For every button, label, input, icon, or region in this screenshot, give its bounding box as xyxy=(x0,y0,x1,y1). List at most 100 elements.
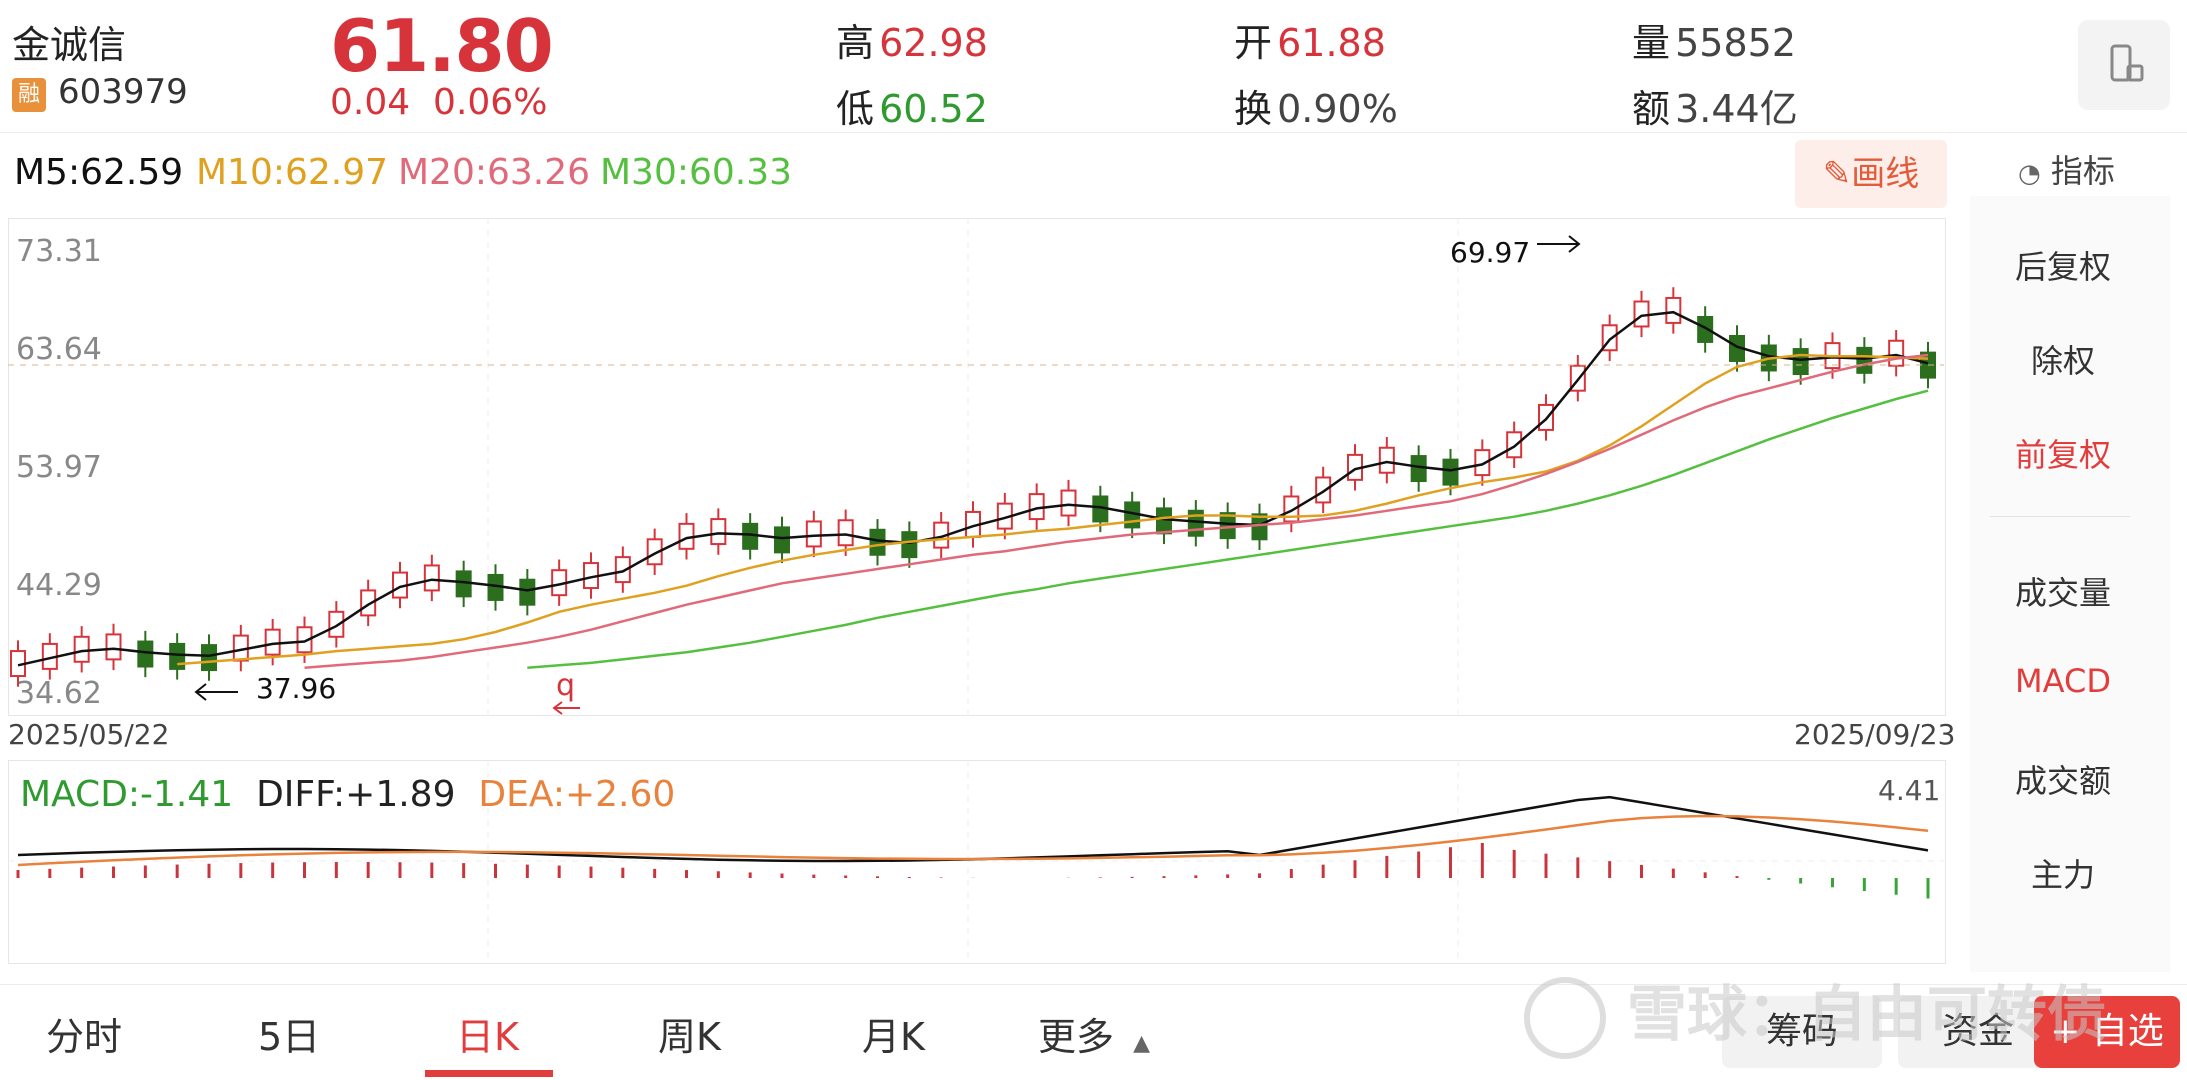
volume-label: 量 xyxy=(1632,21,1671,65)
tab-weekly-k[interactable]: 周K xyxy=(658,1015,721,1059)
tab-more-label: 更多 xyxy=(1038,1015,1115,1059)
m10-line xyxy=(177,353,1929,666)
landscape-toggle-button[interactable] xyxy=(2078,20,2170,110)
candle-body[interactable] xyxy=(1697,315,1714,343)
candle-body[interactable] xyxy=(519,578,536,606)
candle-body[interactable] xyxy=(1856,346,1873,374)
macd-max: 4.41 xyxy=(1878,774,1941,807)
candle-body[interactable] xyxy=(360,589,377,617)
candle-body[interactable] xyxy=(1251,513,1268,541)
price-axis-label: 53.97 xyxy=(16,450,102,485)
side-item-macd[interactable]: MACD xyxy=(2015,662,2111,700)
candle-body[interactable] xyxy=(837,519,854,547)
candle-body[interactable] xyxy=(1378,446,1395,474)
candle-body[interactable] xyxy=(105,633,122,661)
tab-5day[interactable]: 5日 xyxy=(258,1015,321,1059)
candle-body[interactable] xyxy=(423,564,440,592)
last-price: 61.80 xyxy=(330,4,554,88)
kline-chart-frame[interactable] xyxy=(8,218,1946,716)
macd-chart-frame[interactable] xyxy=(8,760,1946,964)
funds-button[interactable]: 资金 xyxy=(1898,996,2058,1068)
candle-body[interactable] xyxy=(614,556,631,584)
side-item-post-adjusted[interactable]: 后复权 xyxy=(2014,248,2111,286)
candle-body[interactable] xyxy=(742,522,759,550)
side-item-main-force[interactable]: 主力 xyxy=(2030,856,2095,894)
candle-body[interactable] xyxy=(201,644,217,672)
candle-body[interactable] xyxy=(710,518,727,546)
gauge-icon: ◔ xyxy=(2018,159,2041,189)
add-watchlist-button[interactable]: + 自选 xyxy=(2034,996,2180,1068)
m30-line xyxy=(527,389,1929,669)
stock-code: 603979 xyxy=(58,72,188,112)
ma30-legend: M30:60.33 xyxy=(600,152,793,193)
low-value: 60.52 xyxy=(879,87,988,131)
candle-body[interactable] xyxy=(1315,476,1332,504)
snowball-logo-icon xyxy=(1524,977,1606,1060)
arrow-right-icon xyxy=(1537,235,1581,253)
draw-line-button[interactable]: ✎画线 xyxy=(1795,140,1947,208)
quote-high: 高 62.98 xyxy=(836,12,988,67)
candle-body[interactable] xyxy=(901,531,918,559)
price-change: 0.04 0.06% xyxy=(330,82,547,123)
start-date: 2025/05/22 xyxy=(8,718,170,751)
candle-body[interactable] xyxy=(1060,489,1077,517)
open-label: 开 xyxy=(1234,21,1273,65)
ma20-legend: M20:63.26 xyxy=(398,152,591,193)
indicator-panel xyxy=(1970,196,2170,972)
candle-body[interactable] xyxy=(1156,507,1172,535)
tab-monthly-k[interactable]: 月K xyxy=(862,1015,925,1059)
candle-body[interactable] xyxy=(1792,348,1809,376)
candle-body[interactable] xyxy=(1506,431,1523,459)
tab-daily-k[interactable]: 日K xyxy=(456,1015,519,1059)
candle-body[interactable] xyxy=(869,528,886,556)
side-item-amount[interactable]: 成交额 xyxy=(2014,762,2111,800)
side-item-ex-rights[interactable]: 除权 xyxy=(2030,342,2095,380)
quote-open: 开 61.88 xyxy=(1234,12,1386,67)
price-axis-label: 44.29 xyxy=(16,568,102,603)
side-item-pre-adjusted[interactable]: 前复权 xyxy=(2014,436,2111,474)
header-divider xyxy=(0,132,2187,133)
candle-body[interactable] xyxy=(646,538,663,566)
tab-more[interactable]: 更多 ▲ xyxy=(1038,1006,1150,1061)
side-divider xyxy=(1990,516,2130,517)
amount-label: 额 xyxy=(1632,87,1671,131)
change-value: 0.04 xyxy=(330,82,411,123)
quote-low: 低 60.52 xyxy=(836,78,988,133)
indicator-label: 指标 xyxy=(2050,152,2115,190)
chips-button[interactable]: 筹码 xyxy=(1722,996,1882,1068)
candle-body[interactable] xyxy=(73,635,90,663)
side-item-volume[interactable]: 成交量 xyxy=(2014,574,2111,612)
high-annotation: 69.97 xyxy=(1450,236,1530,269)
tabs-divider xyxy=(0,984,2187,985)
candle-body[interactable] xyxy=(328,610,345,638)
candle-body[interactable] xyxy=(1442,458,1459,486)
margin-badge: 融 xyxy=(12,78,46,112)
dea-line xyxy=(17,814,1929,867)
tab-intraday[interactable]: 分时 xyxy=(46,1015,123,1059)
draw-line-label: 画线 xyxy=(1851,154,1920,194)
caret-up-icon: ▲ xyxy=(1126,1031,1151,1056)
stock-name: 金诚信 xyxy=(12,23,127,67)
candle-body[interactable] xyxy=(1888,339,1905,367)
candle-body[interactable] xyxy=(1665,296,1682,324)
ma10-legend: M10:62.97 xyxy=(196,152,389,193)
quote-volume: 量 55852 xyxy=(1632,12,1796,67)
candle-body[interactable] xyxy=(137,640,154,668)
indicator-title[interactable]: ◔ 指标 xyxy=(2018,146,2115,192)
candle-body[interactable] xyxy=(264,628,281,656)
candle-body[interactable] xyxy=(774,526,790,554)
price-axis-label: 63.64 xyxy=(16,332,102,367)
candle-body[interactable] xyxy=(1474,449,1491,477)
macd-chart[interactable] xyxy=(8,760,1946,964)
amount-value: 3.44亿 xyxy=(1675,87,1798,131)
m5-line xyxy=(17,310,1929,667)
candle-body[interactable] xyxy=(169,642,186,670)
phone-rotate-icon xyxy=(2110,44,2144,82)
candle-body[interactable] xyxy=(805,520,822,548)
dea-value: DEA:+2.60 xyxy=(478,774,676,815)
turnover-value: 0.90% xyxy=(1277,87,1398,131)
kline-chart[interactable] xyxy=(8,218,1946,716)
quote-amount: 额 3.44亿 xyxy=(1632,78,1798,133)
signal-arrow-icon xyxy=(552,701,580,715)
candle-body[interactable] xyxy=(296,626,313,654)
